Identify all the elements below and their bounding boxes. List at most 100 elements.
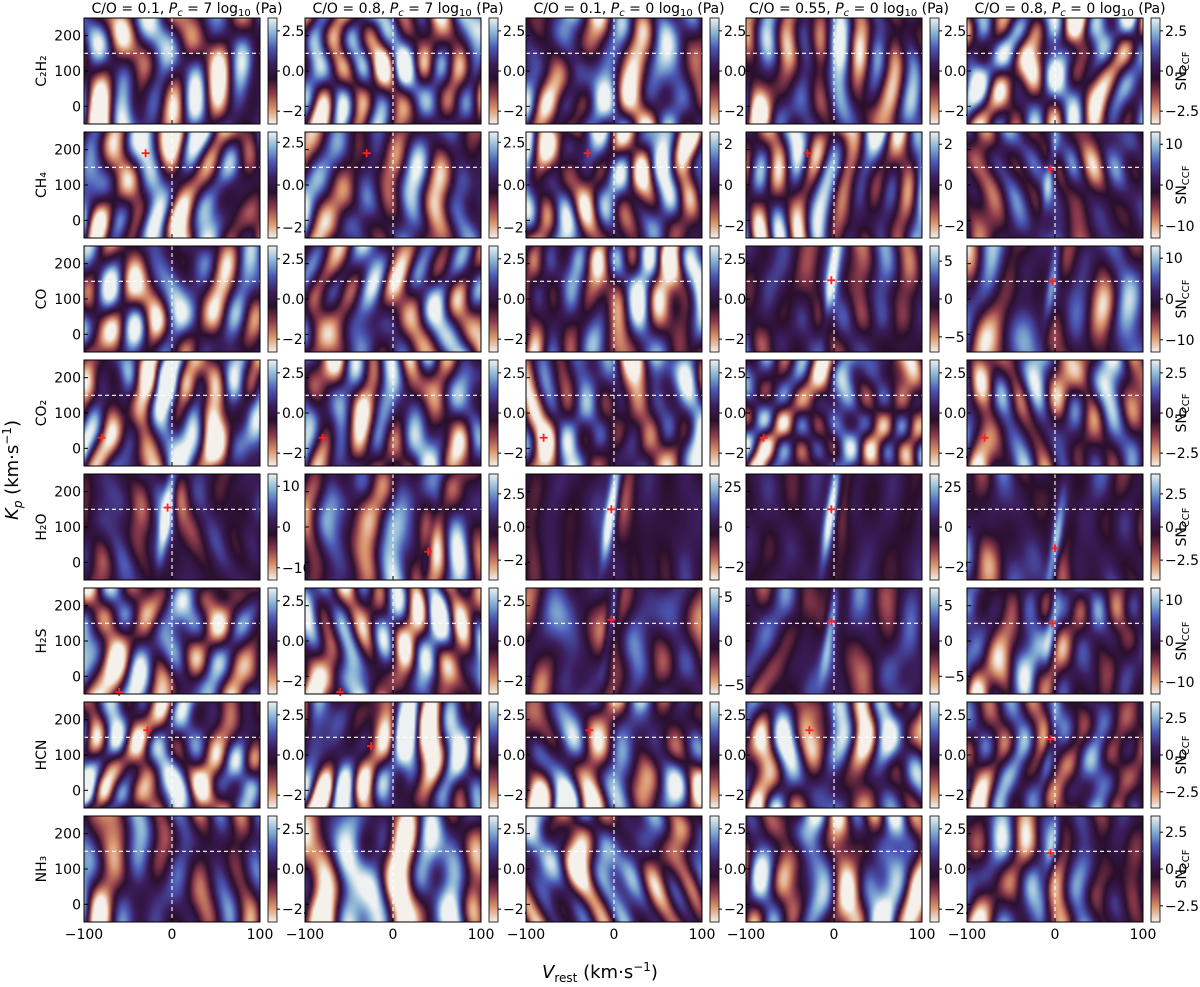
colorbar-tick-label: 2.5 xyxy=(282,252,304,268)
colorbar xyxy=(1150,359,1161,467)
colorbar-tick-label: 0.0 xyxy=(1165,406,1187,422)
molecule-label: H₂S xyxy=(34,628,50,653)
peak-marker xyxy=(163,503,172,512)
colorbar-tick-label: −10 xyxy=(1165,219,1195,235)
colorbar-tick-label: −10 xyxy=(1165,675,1195,691)
molecule-label: HCN xyxy=(34,740,50,771)
colorbar-tick-label: 0 xyxy=(724,634,733,650)
colorbar-tick-label: 0.0 xyxy=(282,406,304,422)
colorbar-tick-label: 0 xyxy=(282,520,291,536)
peak-marker xyxy=(143,726,152,735)
colorbar xyxy=(267,473,278,581)
colorbar xyxy=(1150,815,1161,923)
colorbar-tick-label: 2.5 xyxy=(1165,487,1187,503)
colorbar-tick-label: 0.0 xyxy=(944,748,966,764)
colorbar xyxy=(488,359,499,467)
peak-marker xyxy=(1048,277,1057,286)
x-tick-label: 100 xyxy=(689,927,716,943)
colorbar-label: SNCCF xyxy=(1174,735,1192,774)
colorbar xyxy=(1150,587,1161,695)
colorbar-tick-label: 25 xyxy=(944,480,962,496)
colorbar-label: SNCCF xyxy=(1174,849,1192,888)
x-tick-label: 0 xyxy=(389,927,398,943)
peak-marker xyxy=(805,726,814,735)
peak-marker xyxy=(759,433,768,442)
peak-marker xyxy=(583,149,592,158)
colorbar-tick-label: 2.5 xyxy=(503,822,525,838)
colorbar-tick-label: 2.5 xyxy=(724,366,746,382)
y-tick-label: 200 xyxy=(54,143,81,159)
colorbar-tick-label: 0.0 xyxy=(503,406,525,422)
colorbar-tick-label: 0.0 xyxy=(1165,748,1187,764)
x-tick-label: −100 xyxy=(727,927,765,943)
colorbar xyxy=(488,245,499,353)
x-tick-label: 0 xyxy=(168,927,177,943)
colorbar-tick-label: −2.5 xyxy=(1165,104,1199,120)
x-axis-title: Vrest (km·s−1) xyxy=(542,960,658,985)
colorbar-label: SNCCF xyxy=(1174,507,1192,546)
colorbar-tick-label: −2.5 xyxy=(1165,553,1199,569)
colorbar-tick-label: 2.5 xyxy=(944,366,966,382)
colorbar-tick-label: 2.5 xyxy=(282,24,304,40)
colorbar xyxy=(488,17,499,125)
peak-marker xyxy=(827,276,836,285)
colorbar xyxy=(267,245,278,353)
colorbar xyxy=(488,131,499,239)
colorbar-tick-label: −2.5 xyxy=(1165,785,1199,801)
colorbar-tick-label: 0.0 xyxy=(503,748,525,764)
peak-marker xyxy=(424,547,433,556)
colorbar-tick-label: −10 xyxy=(282,561,312,577)
column-title: C/O = 0.55, Pc = 0 log10 (Pa) xyxy=(749,1,949,19)
colorbar xyxy=(488,587,499,695)
colorbar-tick-label: 2.5 xyxy=(282,135,304,151)
colorbar-tick-label: 2.5 xyxy=(503,708,525,724)
colorbar-tick-label: 0.0 xyxy=(944,862,966,878)
colorbar xyxy=(929,131,940,239)
colorbar-tick-label: 0.0 xyxy=(503,634,525,650)
colorbar xyxy=(929,701,940,809)
colorbar xyxy=(709,17,720,125)
molecule-label: H₂O xyxy=(34,513,50,540)
colorbar xyxy=(709,359,720,467)
colorbar-label: SNCCF xyxy=(1174,165,1192,204)
colorbar-tick-label: 2.5 xyxy=(503,366,525,382)
colorbar-tick-label: 2.5 xyxy=(724,822,746,838)
colorbar-tick-label: 0 xyxy=(724,520,733,536)
colorbar-tick-label: 0 xyxy=(944,634,953,650)
colorbar xyxy=(267,701,278,809)
column-title: C/O = 0.8, Pc = 0 log10 (Pa) xyxy=(974,1,1165,19)
peak-marker xyxy=(1046,165,1055,174)
x-tick-label: −100 xyxy=(948,927,986,943)
y-tick-label: 0 xyxy=(72,327,81,343)
colorbar-tick-label: 0.0 xyxy=(282,292,304,308)
x-tick-label: 0 xyxy=(1051,927,1060,943)
colorbar-tick-label: 2.5 xyxy=(1165,825,1187,841)
colorbar-tick-label: −5 xyxy=(724,678,745,694)
colorbar-tick-label: 2.5 xyxy=(944,24,966,40)
colorbar-tick-label: 0.0 xyxy=(724,292,746,308)
y-tick-label: 0 xyxy=(72,669,81,685)
colorbar xyxy=(1150,17,1161,125)
colorbar xyxy=(267,131,278,239)
colorbar xyxy=(267,815,278,923)
colorbar-tick-label: 5 xyxy=(944,599,953,615)
colorbar-tick-label: −2.5 xyxy=(1165,899,1199,915)
peak-marker xyxy=(362,149,371,158)
colorbar-tick-label: 10 xyxy=(1165,251,1183,267)
y-tick-label: 0 xyxy=(72,213,81,229)
peak-marker xyxy=(367,742,375,751)
colorbar xyxy=(709,473,720,581)
colorbar-label: SNCCF xyxy=(1174,51,1192,90)
colorbar-tick-label: 2.5 xyxy=(282,366,304,382)
peak-marker xyxy=(318,433,327,442)
colorbar-tick-label: 10 xyxy=(1165,593,1183,609)
peak-marker xyxy=(1051,544,1059,553)
colorbar xyxy=(1150,131,1161,239)
column-title: C/O = 0.8, Pc = 7 log10 (Pa) xyxy=(312,1,503,19)
y-tick-label: 100 xyxy=(54,862,81,878)
colorbar-tick-label: 0 xyxy=(944,178,953,194)
colorbar-tick-label: 2.5 xyxy=(503,594,525,610)
y-tick-label: 0 xyxy=(72,99,81,115)
colorbar xyxy=(929,17,940,125)
y-tick-label: 100 xyxy=(54,292,81,308)
